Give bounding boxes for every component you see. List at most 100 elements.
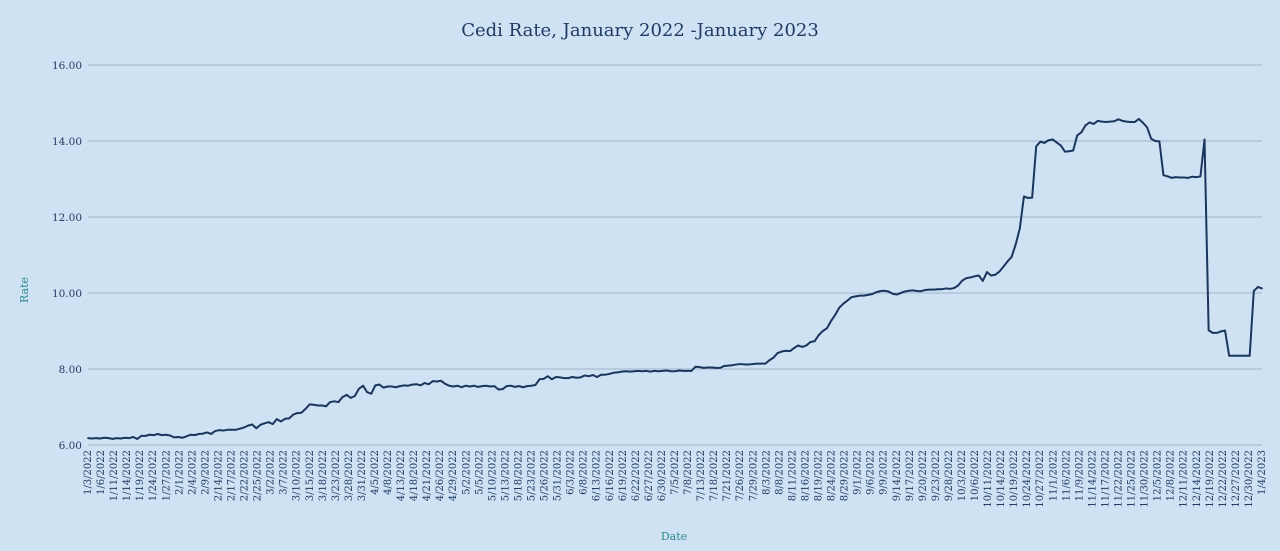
data-point — [193, 434, 196, 437]
data-point — [805, 344, 808, 347]
data-point — [1191, 175, 1194, 178]
x-tick-label: 3/15/2022 — [305, 450, 316, 501]
x-tick-label: 12/30/2022 — [1244, 450, 1255, 508]
data-point — [690, 370, 693, 372]
data-point — [280, 420, 282, 423]
x-tick-label: 5/13/2022 — [500, 450, 511, 501]
x-tick-label: 7/8/2022 — [683, 450, 694, 495]
data-point — [382, 386, 385, 389]
data-point — [87, 437, 89, 440]
x-tick-label: 2/22/2022 — [240, 450, 251, 501]
data-point — [1105, 121, 1107, 123]
data-point — [1076, 134, 1079, 137]
x-tick-label: 12/8/2022 — [1166, 450, 1177, 501]
x-tick-label: 3/18/2022 — [318, 450, 329, 501]
x-tick-label: 7/18/2022 — [709, 450, 720, 501]
x-tick-label: 9/23/2022 — [931, 450, 942, 501]
data-point — [957, 284, 960, 287]
data-point — [723, 365, 726, 367]
data-point — [1257, 286, 1259, 288]
x-tick-label: 1/6/2022 — [96, 450, 107, 495]
data-point — [719, 366, 722, 369]
data-point — [329, 401, 332, 403]
data-point — [1023, 195, 1025, 198]
data-point — [197, 433, 200, 435]
data-point — [271, 423, 274, 425]
data-point — [953, 287, 956, 289]
data-point — [567, 377, 570, 380]
x-tick-label: 3/28/2022 — [344, 450, 355, 501]
x-tick-label: 12/19/2022 — [1205, 450, 1216, 508]
data-point — [202, 432, 204, 435]
data-point — [600, 373, 603, 376]
data-point — [460, 386, 463, 389]
x-tick-label: 3/10/2022 — [292, 450, 303, 501]
data-point — [908, 289, 910, 292]
data-point — [1252, 290, 1255, 292]
data-point — [259, 423, 262, 426]
data-point — [842, 302, 845, 305]
x-tick-label: 2/14/2022 — [213, 450, 224, 501]
x-tick-label: 12/27/2022 — [1231, 450, 1242, 508]
data-point — [370, 392, 373, 395]
data-point — [998, 270, 1001, 273]
x-tick-label: 1/19/2022 — [135, 450, 146, 501]
data-point — [156, 433, 159, 435]
data-point — [895, 293, 898, 296]
data-point — [760, 362, 763, 365]
data-point — [468, 385, 471, 388]
data-point — [148, 433, 151, 436]
data-point — [797, 344, 800, 347]
x-tick-label: 10/19/2022 — [1009, 450, 1020, 508]
data-point — [444, 382, 447, 385]
x-tick-label: 5/10/2022 — [487, 450, 498, 501]
data-point — [977, 274, 980, 277]
data-point — [349, 396, 352, 399]
data-point — [653, 370, 656, 372]
x-tick-label: 10/14/2022 — [996, 450, 1007, 508]
data-point — [1215, 332, 1218, 334]
y-tick-label: 14.00 — [52, 136, 82, 148]
x-tick-label: 8/11/2022 — [787, 450, 798, 501]
data-point — [587, 375, 590, 378]
data-point — [390, 385, 393, 388]
x-tick-label: 1/3/2022 — [83, 450, 94, 495]
data-point — [1137, 118, 1140, 120]
data-point — [1166, 175, 1169, 178]
data-point — [1101, 120, 1103, 123]
x-tick-label: 7/26/2022 — [735, 450, 746, 501]
data-point — [698, 366, 701, 368]
x-tick-label: 2/9/2022 — [200, 450, 211, 495]
data-point — [234, 428, 237, 431]
data-point — [436, 380, 438, 383]
x-tick-label: 3/7/2022 — [279, 450, 290, 495]
data-point — [341, 396, 344, 399]
data-point — [284, 417, 286, 420]
data-point — [825, 327, 828, 330]
data-point — [415, 383, 418, 386]
data-point — [173, 436, 176, 439]
x-tick-label: 10/6/2022 — [970, 450, 981, 501]
data-point — [136, 438, 139, 440]
data-point — [1211, 332, 1214, 334]
data-point — [875, 291, 878, 294]
data-point — [1187, 176, 1190, 179]
data-point — [862, 294, 865, 297]
data-point — [961, 279, 964, 282]
x-tick-label: 12/5/2022 — [1153, 450, 1164, 501]
x-tick-label: 4/8/2022 — [383, 450, 394, 495]
x-tick-label: 9/17/2022 — [905, 450, 916, 501]
x-tick-label: 6/19/2022 — [618, 450, 629, 501]
x-tick-label: 10/11/2022 — [983, 450, 994, 508]
x-tick-label: 3/23/2022 — [331, 450, 342, 501]
data-point — [1179, 176, 1181, 179]
data-point — [448, 384, 451, 387]
data-point — [394, 386, 397, 389]
data-point — [226, 428, 229, 431]
data-point — [743, 363, 746, 366]
data-point — [694, 365, 697, 368]
data-point — [386, 385, 389, 388]
data-point — [407, 384, 410, 387]
data-point — [1014, 243, 1017, 246]
